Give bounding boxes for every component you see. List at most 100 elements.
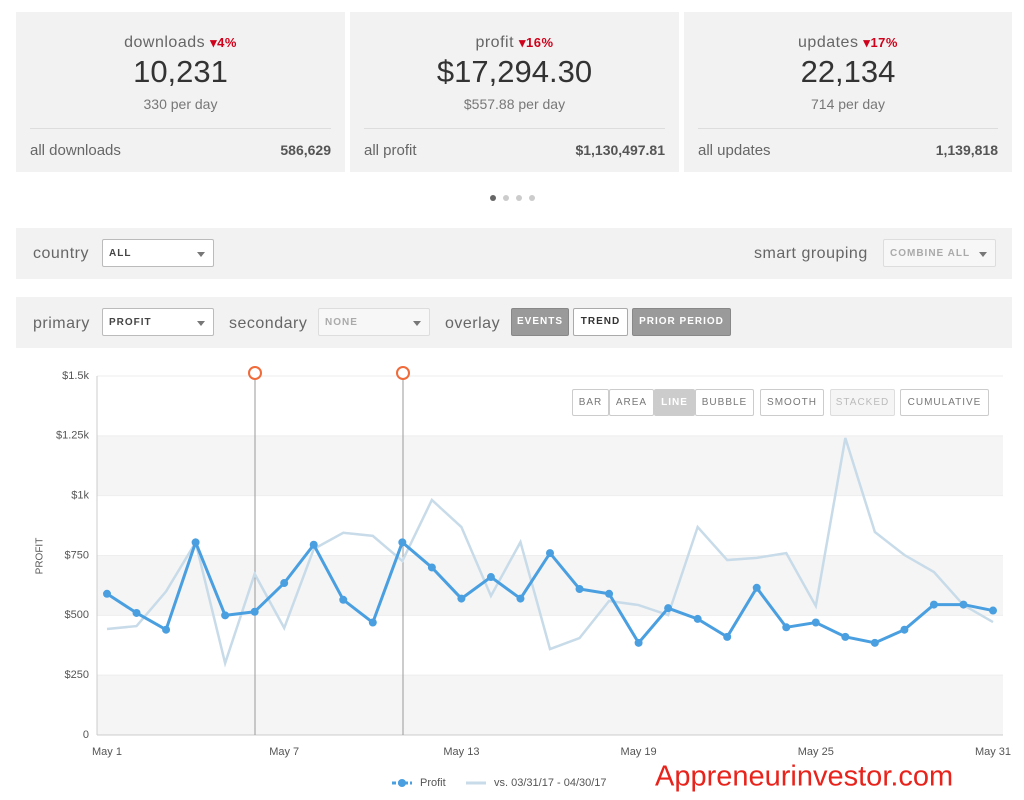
legend-swatch bbox=[398, 779, 406, 787]
overlay-button[interactable]: TREND bbox=[573, 308, 628, 336]
point bbox=[486, 573, 495, 582]
chart: PROFIT Appreneurinvestor.com 0 $250 $500 $7… bbox=[35, 366, 1011, 793]
point bbox=[811, 618, 820, 627]
card-title: downloads bbox=[124, 34, 206, 51]
point bbox=[929, 600, 938, 609]
page-dot[interactable] bbox=[490, 195, 496, 201]
label: country bbox=[33, 245, 89, 262]
point bbox=[841, 632, 850, 641]
overlay-button[interactable]: PRIOR PERIOD bbox=[632, 308, 731, 336]
chart-button[interactable]: AREA bbox=[609, 389, 654, 416]
card: downloads ▾4% 10,231 330 per day all downlo… bbox=[16, 12, 345, 172]
point bbox=[723, 632, 732, 641]
card-total: 1,139,818 bbox=[935, 142, 998, 158]
point bbox=[132, 608, 141, 617]
label: smart grouping bbox=[754, 245, 868, 262]
point bbox=[221, 611, 230, 620]
y-tick-label: $750 bbox=[65, 549, 89, 561]
point bbox=[634, 638, 643, 647]
x-tick-label: May 19 bbox=[621, 746, 657, 758]
page-dot[interactable] bbox=[516, 195, 522, 201]
event-marker bbox=[396, 366, 410, 380]
card-change: 17% bbox=[870, 35, 898, 50]
point bbox=[368, 618, 377, 627]
select[interactable]: ALL bbox=[102, 239, 214, 267]
card-value: 22,134 bbox=[800, 54, 896, 89]
point bbox=[546, 549, 554, 558]
chart-button[interactable]: BAR bbox=[572, 389, 609, 416]
chart-button[interactable]: CUMULATIVE bbox=[900, 389, 989, 416]
point bbox=[782, 623, 791, 632]
x-tick-label: May 13 bbox=[443, 746, 479, 758]
card-value: 10,231 bbox=[133, 54, 228, 89]
point bbox=[693, 614, 702, 623]
chart-button[interactable]: SMOOTH bbox=[760, 389, 824, 416]
point bbox=[427, 563, 436, 572]
card-total-label: all profit bbox=[364, 142, 417, 159]
y-tick-label: $250 bbox=[65, 669, 89, 681]
point bbox=[605, 589, 614, 598]
chart-button[interactable]: BUBBLE bbox=[695, 389, 754, 416]
point bbox=[191, 538, 200, 547]
y-tick-label: $1k bbox=[71, 490, 89, 502]
series-line bbox=[106, 437, 994, 668]
y-tick-label: $1.5k bbox=[62, 370, 89, 382]
point bbox=[398, 538, 407, 547]
grid-band bbox=[97, 435, 1003, 496]
card-change: 16% bbox=[526, 35, 554, 50]
page-dot[interactable] bbox=[503, 195, 509, 201]
x-tick-label: May 1 bbox=[92, 746, 122, 758]
y-tick-label: 0 bbox=[83, 729, 89, 741]
point bbox=[339, 595, 348, 604]
select[interactable]: NONE bbox=[318, 308, 430, 336]
x-tick-label: May 25 bbox=[798, 746, 834, 758]
watermark: Appreneurinvestor.com bbox=[655, 761, 953, 793]
point bbox=[989, 606, 997, 615]
grid-band bbox=[97, 675, 1003, 735]
card-title: profit bbox=[475, 34, 515, 51]
point bbox=[103, 589, 111, 598]
card-per-day: 714 per day bbox=[811, 96, 885, 112]
y-tick-label: $500 bbox=[65, 609, 89, 621]
point bbox=[280, 579, 289, 588]
card-per-day: $557.88 per day bbox=[463, 96, 566, 112]
card-total: $1,130,497.81 bbox=[575, 142, 665, 158]
card-change: 4% bbox=[217, 35, 237, 50]
card-total-label: all downloads bbox=[30, 142, 121, 159]
card: updates ▾17% 22,134 714 per day all updates… bbox=[684, 12, 1012, 172]
point bbox=[870, 638, 879, 647]
point bbox=[457, 594, 466, 603]
point bbox=[900, 625, 909, 634]
card-total-label: all updates bbox=[698, 142, 771, 159]
point bbox=[664, 604, 673, 613]
point bbox=[959, 600, 968, 609]
select[interactable]: PROFIT bbox=[102, 308, 214, 336]
grid-band bbox=[97, 555, 1003, 616]
select[interactable]: COMBINE ALL bbox=[883, 239, 996, 267]
overlay-button[interactable]: EVENTS bbox=[511, 308, 569, 336]
page-dot[interactable] bbox=[529, 195, 535, 201]
card-per-day: 330 per day bbox=[143, 96, 218, 112]
chart-button[interactable]: LINE bbox=[654, 389, 695, 416]
card-total: 586,629 bbox=[280, 142, 331, 158]
legend-label: vs. 03/31/17 - 04/30/17 bbox=[494, 777, 607, 789]
label: primary bbox=[33, 315, 90, 332]
point bbox=[752, 583, 761, 592]
card-title: updates bbox=[798, 34, 859, 51]
point bbox=[516, 594, 525, 603]
event-marker bbox=[248, 366, 262, 380]
legend-label: Profit bbox=[420, 777, 446, 789]
y-axis-label: PROFIT bbox=[35, 538, 46, 575]
chart-button[interactable]: STACKED bbox=[830, 389, 895, 416]
point bbox=[309, 540, 318, 549]
point bbox=[162, 625, 171, 634]
filter-bar: country ALL smart grouping COMBINE ALL bbox=[16, 228, 1012, 279]
y-tick-label: $1.25k bbox=[56, 430, 90, 442]
point bbox=[250, 607, 259, 616]
x-tick-label: May 7 bbox=[269, 746, 299, 758]
card: profit ▾16% $17,294.30 $557.88 per day all … bbox=[350, 12, 679, 172]
label: secondary bbox=[229, 315, 308, 332]
label: overlay bbox=[445, 315, 501, 332]
card-value: $17,294.30 bbox=[436, 54, 593, 89]
